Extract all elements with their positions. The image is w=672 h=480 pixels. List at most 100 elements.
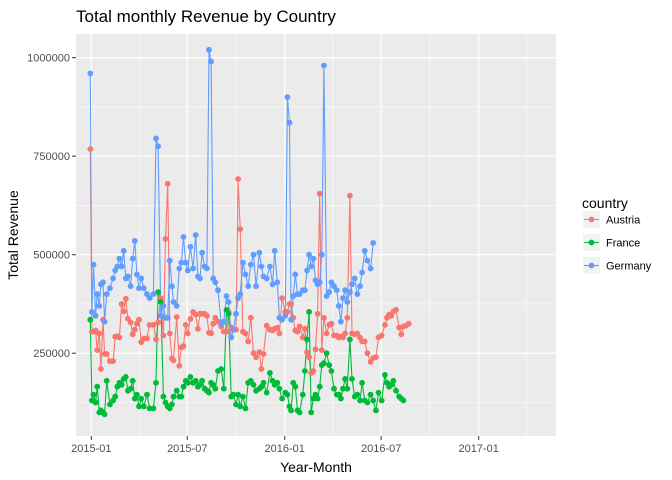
data-point-austria (378, 332, 385, 339)
data-point-france (326, 362, 333, 368)
data-point-germany (247, 261, 254, 268)
data-point-austria (245, 338, 252, 345)
data-point-france (136, 403, 142, 410)
data-point-germany (233, 310, 239, 317)
x-axis-ticks: 2015-01 2015-07 2016-01 2016-07 2017-01 (71, 436, 499, 455)
data-point-france (378, 397, 385, 404)
data-point-austria (210, 320, 217, 327)
data-point-austria (182, 322, 189, 328)
data-point-france (150, 405, 157, 412)
data-point-austria (294, 328, 301, 335)
data-point-germany (110, 275, 116, 282)
data-point-france (308, 409, 315, 416)
data-point-germany (184, 267, 191, 274)
data-point-austria (184, 330, 191, 337)
data-point-france (260, 379, 267, 386)
data-point-germany (114, 263, 121, 270)
data-point-germany (230, 326, 237, 333)
data-point-austria (237, 226, 244, 233)
data-point-austria (94, 347, 101, 353)
data-point-germany (271, 247, 278, 254)
data-point-austria (118, 301, 125, 307)
data-point-france (279, 395, 285, 402)
data-point-austria (321, 314, 327, 321)
data-point-austria (312, 346, 319, 353)
data-point-austria (129, 331, 136, 338)
data-point-france (328, 368, 335, 374)
data-point-france (292, 383, 299, 390)
data-point-france (314, 395, 321, 402)
data-point-germany (316, 279, 323, 286)
legend-key-point (588, 239, 595, 246)
data-point-france (331, 385, 337, 392)
x-tick-label: 2016-07 (361, 443, 401, 455)
legend-item-austria: Austria (583, 211, 641, 228)
data-point-germany (187, 243, 194, 250)
data-point-germany (140, 285, 147, 292)
data-point-germany (279, 316, 285, 323)
data-point-germany (204, 265, 210, 272)
data-point-france (118, 381, 125, 388)
data-point-france (250, 381, 257, 388)
data-point-germany (258, 263, 265, 270)
data-point-france (237, 403, 244, 410)
data-point-germany (118, 263, 125, 270)
y-axis-title: Total Revenue (5, 190, 21, 280)
data-point-germany (370, 240, 377, 246)
data-point-france (373, 407, 379, 414)
data-point-germany (90, 261, 97, 268)
legend-item-germany: Germany (583, 257, 652, 274)
data-point-austria (304, 349, 310, 356)
data-point-germany (146, 295, 153, 301)
data-point-germany (107, 285, 113, 292)
data-point-france (138, 395, 145, 402)
data-point-austria (153, 336, 159, 343)
grid-lines (76, 34, 556, 436)
data-point-germany (242, 271, 249, 278)
data-point-france (92, 399, 99, 406)
data-point-france (302, 368, 308, 374)
data-point-germany (176, 265, 183, 272)
data-point-germany (340, 295, 346, 301)
data-point-france (242, 405, 249, 412)
data-point-germany (155, 143, 162, 150)
data-point-austria (166, 330, 173, 337)
data-point-germany (335, 303, 342, 309)
data-point-germany (250, 251, 257, 258)
data-point-austria (235, 176, 242, 182)
data-point-germany (225, 299, 232, 305)
data-point-france (235, 391, 242, 398)
data-point-france (382, 372, 388, 378)
data-point-germany (256, 249, 263, 256)
data-point-austria (306, 354, 312, 361)
data-point-austria (136, 316, 142, 323)
data-point-germany (223, 293, 230, 299)
data-point-germany (138, 275, 145, 282)
data-point-germany (173, 303, 180, 309)
data-point-austria (382, 322, 388, 328)
data-point-france (153, 379, 159, 386)
data-point-germany (136, 285, 142, 292)
data-point-germany (347, 289, 353, 295)
data-point-germany (290, 293, 297, 299)
data-point-france (90, 391, 97, 398)
data-point-france (101, 411, 108, 418)
data-point-germany (206, 46, 212, 53)
data-point-germany (359, 269, 365, 276)
data-point-france (288, 407, 294, 414)
data-point-austria (110, 358, 116, 364)
data-point-germany (284, 94, 291, 100)
data-point-germany (349, 281, 355, 288)
data-point-germany (302, 287, 308, 294)
data-point-france (127, 385, 134, 392)
data-point-austria (364, 350, 371, 357)
data-point-germany (296, 291, 303, 297)
chart-title: Total monthly Revenue by Country (76, 7, 336, 26)
data-point-france (160, 393, 167, 400)
data-point-france (173, 387, 180, 394)
data-point-austria (176, 362, 183, 369)
data-point-france (103, 377, 110, 384)
legend-label: Germany (606, 261, 652, 273)
data-point-france (230, 391, 237, 398)
data-point-germany (199, 249, 206, 256)
